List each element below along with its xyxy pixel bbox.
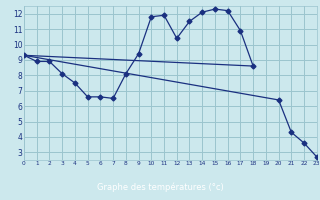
Text: Graphe des températures (°c): Graphe des températures (°c) — [97, 182, 223, 192]
